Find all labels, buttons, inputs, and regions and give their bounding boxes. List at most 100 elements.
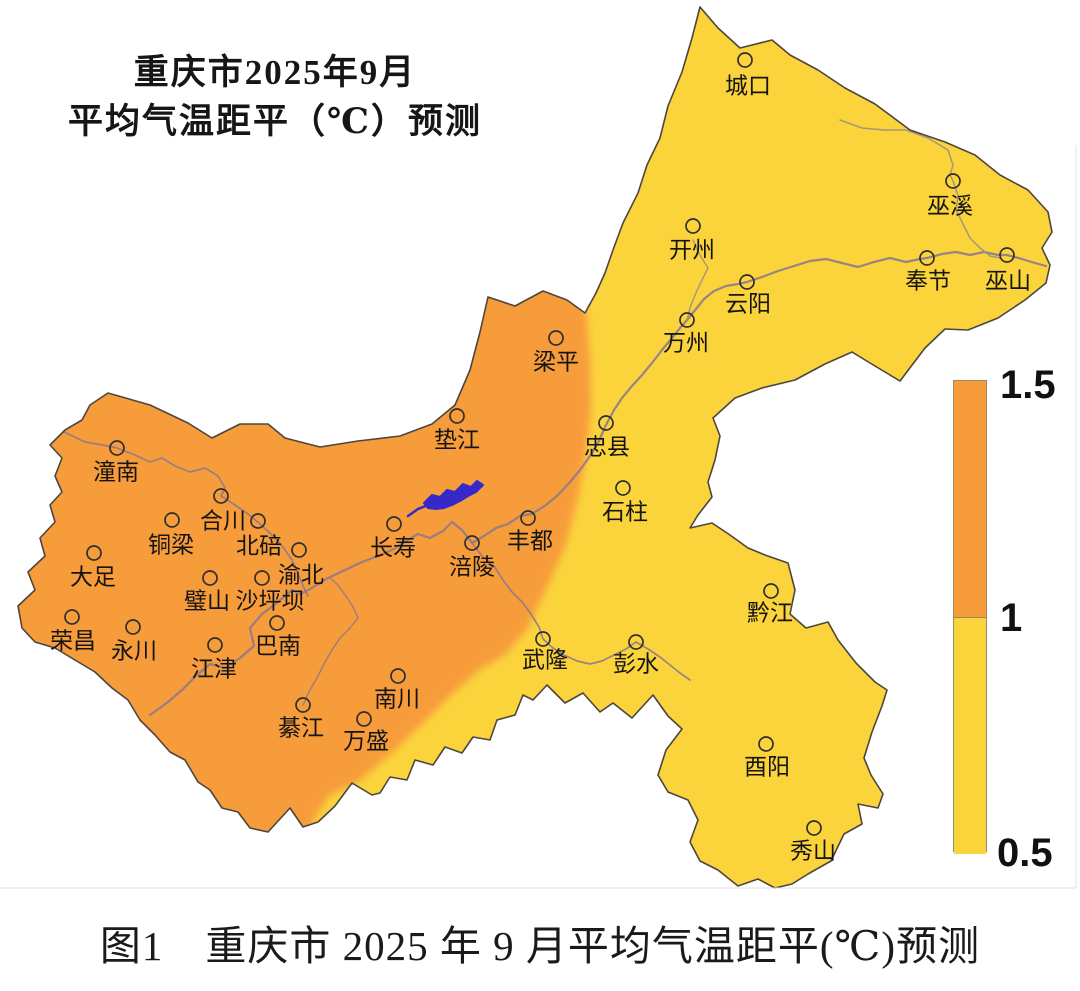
city-沙坪坝: 沙坪坝 [236,570,305,613]
city-万州: 万州 [663,312,709,355]
city-label: 铜梁 [148,532,194,557]
lake-changshou [423,480,484,510]
city-marker [86,545,102,561]
city-label: 彭水 [613,651,659,676]
city-荣昌: 荣昌 [50,609,96,653]
city-label: 綦江 [278,715,324,740]
city-北碚: 北碚 [236,513,282,558]
map-title: 重庆市2025年9月 平均气温距平（℃）预测 [40,48,510,146]
city-marker [449,408,465,424]
city-label: 合川 [200,508,246,533]
city-label: 巫山 [985,268,1031,293]
city-marker [685,218,701,234]
city-marker [164,512,180,528]
city-石柱: 石柱 [602,480,648,524]
city-云阳: 云阳 [725,274,771,316]
city-铜梁: 铜梁 [148,512,194,557]
city-label: 云阳 [725,291,771,316]
city-武隆: 武隆 [522,631,568,672]
river-xiaojiang [686,239,709,321]
city-marker [64,609,80,625]
city-marker [269,615,285,631]
city-marker [291,542,307,558]
map-title-line1: 重庆市2025年9月 [133,53,417,92]
city-label: 城口 [725,73,771,98]
city-marker [945,173,961,189]
city-label: 万州 [663,330,709,355]
city-label: 酉阳 [744,754,790,779]
city-label: 沙坪坝 [236,588,305,613]
city-巫山: 巫山 [985,247,1031,293]
city-marker [919,250,935,266]
city-marker [535,631,551,647]
city-marker [464,535,480,551]
city-南川: 南川 [374,668,420,711]
lake-tail [406,503,430,518]
city-梁平: 梁平 [533,330,579,374]
city-marker [520,510,536,526]
river-yangtze [148,250,1048,717]
city-潼南: 潼南 [93,440,139,484]
city-marker [758,736,774,752]
city-label: 渝北 [278,562,324,587]
city-label: 开州 [669,237,715,262]
city-marker [679,312,695,328]
city-label: 武隆 [522,647,568,672]
city-marker [598,415,614,431]
city-彭水: 彭水 [613,634,659,676]
city-璧山: 璧山 [184,570,230,613]
city-marker [999,247,1015,263]
city-忠县: 忠县 [584,415,630,459]
city-垫江: 垫江 [434,408,480,452]
city-marker [548,330,564,346]
river-daning [839,119,1001,259]
city-合川: 合川 [200,488,246,533]
city-綦江: 綦江 [278,697,324,740]
city-marker [737,52,753,68]
city-丰都: 丰都 [507,510,553,553]
city-marker [615,480,631,496]
city-label: 大足 [70,564,116,589]
river-qijiang [302,577,359,706]
city-marker [386,516,402,532]
city-marker [213,488,229,504]
city-marker [739,274,755,290]
river-jialing [59,429,309,597]
city-label: 石柱 [602,499,648,524]
city-开州: 开州 [669,218,715,262]
city-label: 梁平 [533,349,579,374]
city-label: 垫江 [434,427,480,452]
city-label: 巴南 [255,633,301,658]
city-巫溪: 巫溪 [927,173,973,218]
city-marker [390,668,406,684]
city-marker [109,440,125,456]
city-marker [254,570,270,586]
city-万盛: 万盛 [343,711,389,753]
city-黔江: 黔江 [747,583,793,625]
city-label: 潼南 [93,459,139,484]
city-label: 江津 [191,656,237,681]
city-城口: 城口 [725,52,771,98]
city-label: 涪陵 [449,554,495,579]
city-label: 奉节 [905,268,951,293]
city-巴南: 巴南 [255,615,301,658]
city-秀山: 秀山 [790,820,836,863]
map-canvas: 城口巫溪开州云阳 奉节 巫山万州梁平垫江 忠县石柱 潼南合川 铜梁 北碚大足 渝北 长寿 丰都 涪陵… [0,6,1077,889]
city-label: 长寿 [370,535,416,560]
city-大足: 大足 [70,545,116,589]
province-outline [17,6,1053,889]
figure-caption: 图1 重庆市 2025 年 9 月平均气温距平(℃)预测 [99,923,981,969]
city-label: 璧山 [184,588,230,613]
city-label: 万盛 [343,728,389,753]
city-label: 荣昌 [50,628,96,653]
city-长寿: 长寿 [370,516,416,560]
map-title-line2: 平均气温距平（℃）预测 [68,102,482,141]
city-marker [202,570,218,586]
city-label: 丰都 [507,528,553,553]
city-label: 巫溪 [927,193,973,218]
city-marker [125,619,141,635]
city-marker [207,637,223,653]
city-奉节: 奉节 [905,250,951,293]
